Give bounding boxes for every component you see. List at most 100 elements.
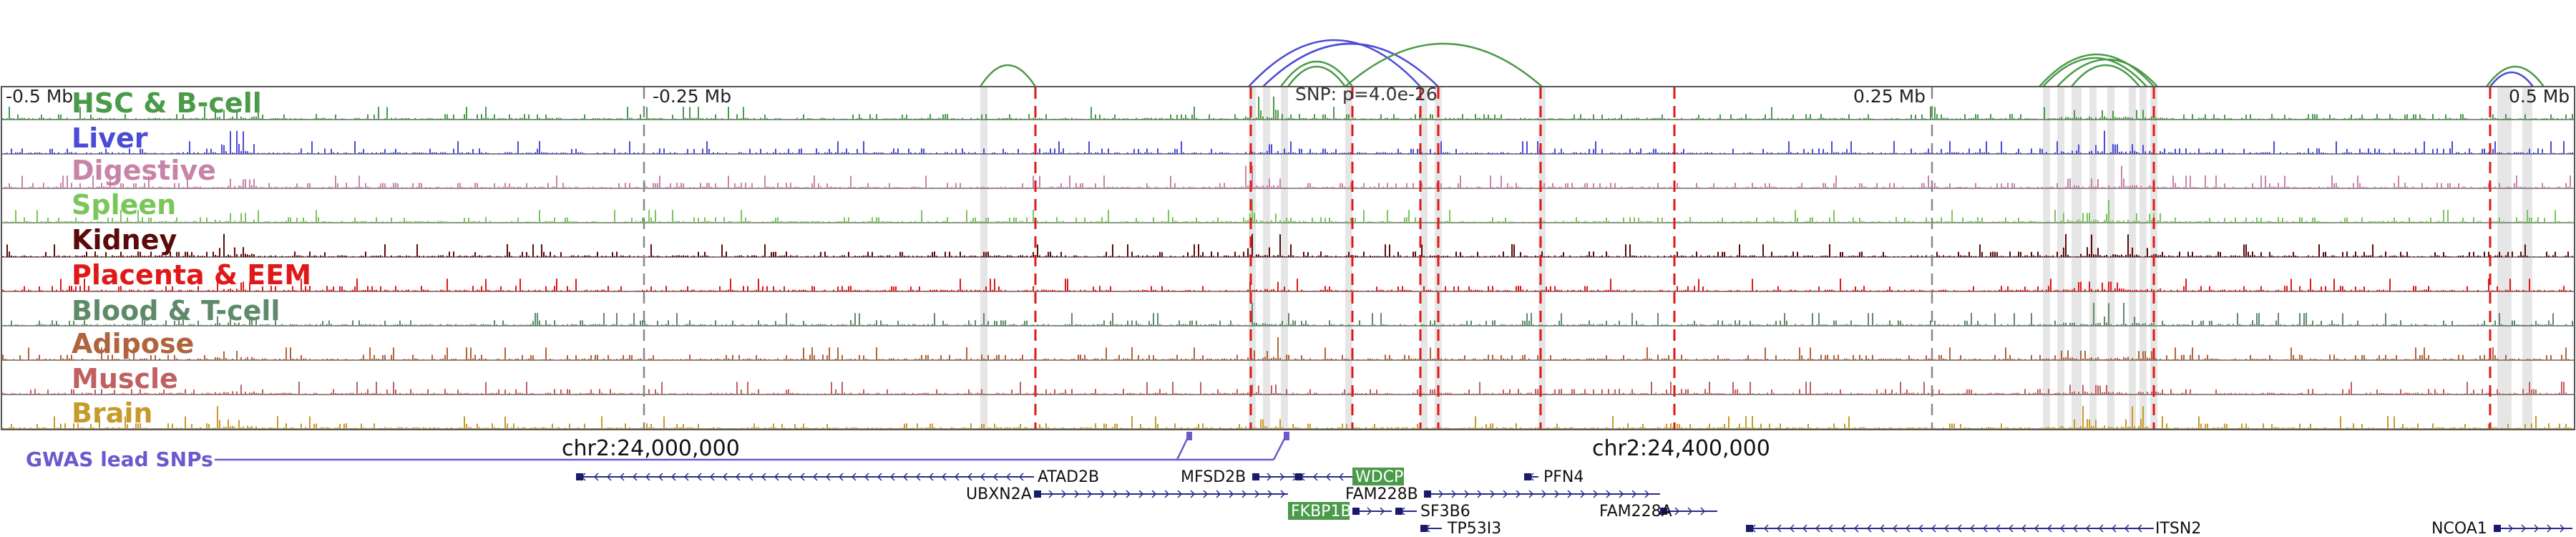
track-label-blood-tcell: Blood & T-cell: [72, 295, 280, 326]
tp53i3-gene-body: [1420, 524, 1442, 533]
gene-strand-arrow: [1005, 473, 1011, 481]
gene-strand-arrow: [1241, 490, 1247, 498]
highlight-band: [2522, 87, 2532, 429]
gene-exon: [1746, 525, 1753, 532]
gene-strand-arrow: [915, 473, 921, 481]
highlight-band: [2129, 87, 2136, 429]
signal-track: [1, 337, 2575, 361]
gene-strand-arrow: [825, 473, 831, 481]
signal-track: [1, 233, 2575, 258]
chromatin-loop: [1279, 60, 1354, 87]
gene-strand-arrow: [1905, 524, 1911, 533]
highlight-band: [2089, 87, 2097, 429]
track-label-digestive: Digestive: [72, 155, 216, 186]
gene-strand-arrow: [1100, 490, 1106, 498]
ubxn2a-gene-body: [1034, 490, 1288, 498]
gene-strand-arrow: [1490, 490, 1496, 498]
track-label-placenta: Placenta & EEM: [72, 259, 311, 291]
chromatin-loop: [1345, 42, 1543, 87]
gene-strand-arrow: [748, 473, 753, 481]
chromatin-loop: [2057, 58, 2158, 87]
signal-peaks: [2, 199, 2573, 223]
gene-strand-arrow: [1802, 524, 1807, 533]
gene-strand-arrow: [1254, 490, 1260, 498]
gene-strand-arrow: [1700, 507, 1706, 516]
gene-strand-arrow: [722, 473, 728, 481]
chromatin-loop: [1262, 42, 1439, 87]
gene-strand-arrow: [2521, 524, 2527, 533]
gene-strand-arrow: [709, 473, 715, 481]
signal-peaks: [2, 233, 2573, 257]
gene-strand-arrow: [812, 473, 818, 481]
mfsd2b-gene-body: [1252, 473, 1302, 481]
gwas-label: GWAS lead SNPs: [26, 448, 213, 471]
gwas-snp-marker: [1284, 432, 1289, 440]
gene-strand-arrow: [1840, 524, 1846, 533]
gene-exon: [1395, 508, 1402, 515]
highlight-band: [2072, 87, 2082, 429]
gene-strand-arrow: [1380, 507, 1385, 516]
signal-peaks: [2, 405, 2573, 429]
gene-strand-arrow: [2072, 524, 2078, 533]
highlight-band: [1538, 87, 1546, 429]
gene-strand-arrow: [696, 473, 702, 481]
ubxn2a-label: UBXN2A: [966, 485, 1032, 503]
signal-track: [1, 199, 2575, 223]
gene-strand-arrow: [1866, 524, 1872, 533]
gene-strand-arrow: [2098, 524, 2104, 533]
wdcp-highlight: [1352, 468, 1404, 485]
gene-strand-arrow: [774, 473, 779, 481]
dashed-markers: [643, 87, 2492, 429]
gene-strand-arrow: [1554, 490, 1560, 498]
highlight-band: [980, 87, 987, 429]
gene-strand-arrow: [1943, 524, 1949, 533]
fam228b-label: FAM228B: [1345, 485, 1418, 503]
tp53i3-label: TP53I3: [1447, 520, 1501, 537]
gene-strand-arrow: [1567, 490, 1573, 498]
gene-strand-arrow: [2137, 524, 2142, 533]
fkbp1b-label: FKBP1B: [1291, 503, 1352, 521]
itsn2-label: ITSN2: [2155, 520, 2201, 537]
signal-tracks: [1, 96, 2575, 430]
itsn2-gene-body: [1746, 524, 2154, 533]
gene-strand-arrow: [1048, 490, 1054, 498]
gene-strand-arrow: [1216, 490, 1221, 498]
highlight-band: [1249, 87, 1256, 429]
gene-strand-arrow: [1606, 490, 1611, 498]
highlight-band: [2107, 87, 2114, 429]
gene-exon: [2494, 525, 2501, 532]
scale-plus-quarter: 0.25 Mb: [1853, 86, 1926, 107]
gene-strand-arrow: [1580, 490, 1586, 498]
chromatin-loop: [2071, 64, 2140, 87]
signal-track: [1, 279, 2575, 292]
gene-strand-arrow: [1503, 490, 1508, 498]
fam228a-label: FAM228A: [1599, 503, 1672, 521]
gene-strand-arrow: [1982, 524, 1988, 533]
scale-minus-quarter: -0.25 Mb: [653, 86, 731, 107]
gene-strand-arrow: [1918, 524, 1923, 533]
gene-strand-arrow: [735, 473, 741, 481]
gene-strand-arrow: [2534, 524, 2540, 533]
signal-track: [1, 130, 2575, 155]
track-label-adipose: Adipose: [72, 328, 194, 359]
gene-strand-arrow: [877, 473, 882, 481]
highlight-band: [2057, 87, 2064, 429]
gene-strand-arrow: [1074, 490, 1080, 498]
gene-strand-arrow: [2034, 524, 2039, 533]
coordinate-right: chr2:24,400,000: [1592, 436, 1770, 461]
gene-strand-arrow: [2560, 524, 2565, 533]
gene-strand-arrow: [1593, 490, 1599, 498]
gene-strand-arrow: [1763, 524, 1769, 533]
gene-exon: [1034, 490, 1041, 498]
chromatin-loop: [1287, 65, 1347, 87]
gene-exon: [1420, 525, 1428, 532]
gene-strand-arrow: [1113, 490, 1118, 498]
fkbp1b-highlight: [1288, 502, 1350, 520]
highlight-band: [1420, 87, 1428, 429]
track-frame: [1, 86, 2575, 430]
gene-strand-arrow: [683, 473, 689, 481]
gene-strand-arrow: [2085, 524, 2091, 533]
chromatin-loop: [2042, 57, 2147, 87]
gene-strand-arrow: [1164, 490, 1170, 498]
signal-track: [1, 302, 2575, 326]
